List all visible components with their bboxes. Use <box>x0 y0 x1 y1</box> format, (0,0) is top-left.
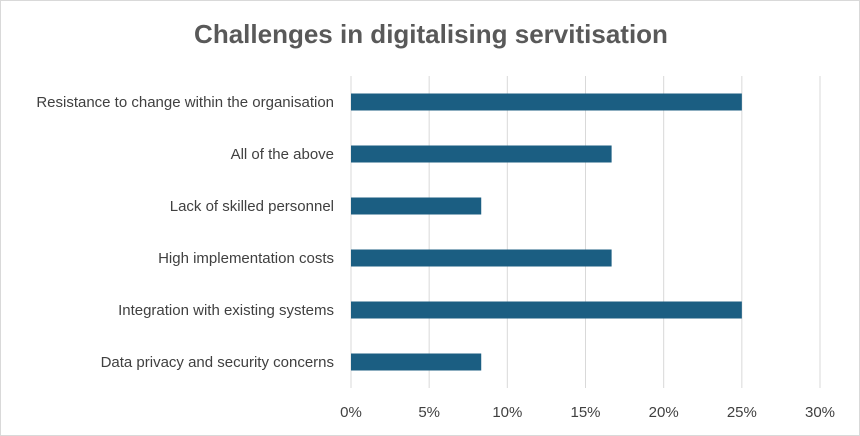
category-label: Resistance to change within the organisa… <box>36 94 334 111</box>
bar <box>351 353 482 371</box>
gridlines <box>350 76 821 388</box>
x-tick-label: 0% <box>340 404 362 421</box>
x-tick-label: 5% <box>418 404 440 421</box>
category-label: All of the above <box>231 146 334 163</box>
x-tick-label: 20% <box>649 404 679 421</box>
x-tick-label: 30% <box>805 404 835 421</box>
x-axis-tick-labels: 0% 5% 10% 15% 20% 25% 30% <box>340 404 835 421</box>
category-label: Data privacy and security concerns <box>101 354 334 371</box>
x-tick-label: 10% <box>492 404 522 421</box>
chart-title: Challenges in digitalising servitisation <box>194 19 668 49</box>
bar <box>351 93 742 111</box>
x-tick-label: 15% <box>570 404 600 421</box>
bar <box>351 249 612 267</box>
x-tick-label: 25% <box>727 404 757 421</box>
bar <box>351 145 612 163</box>
bars <box>351 93 742 371</box>
category-label: Lack of skilled personnel <box>170 198 334 215</box>
bar <box>351 197 482 215</box>
category-labels: Resistance to change within the organisa… <box>36 94 334 371</box>
bar <box>351 301 742 319</box>
category-label: Integration with existing systems <box>118 302 334 319</box>
category-label: High implementation costs <box>158 250 334 267</box>
